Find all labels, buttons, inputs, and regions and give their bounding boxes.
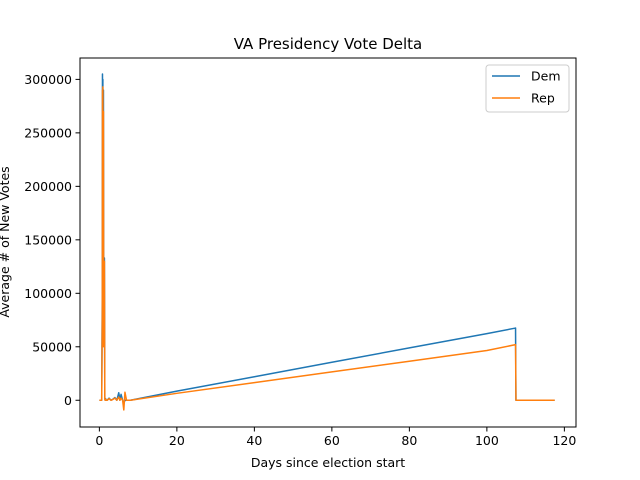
series-layer	[99, 73, 555, 411]
x-tick-label: 120	[552, 433, 576, 448]
x-axis-label: Days since election start	[251, 455, 405, 470]
y-tick-label: 200000	[24, 179, 72, 194]
y-tick-label: 150000	[24, 232, 72, 247]
y-axis: 0 50000 100000 150000 200000 250000 300000	[24, 72, 80, 408]
series-line-rep	[99, 86, 555, 411]
x-tick-label: 20	[169, 433, 185, 448]
y-tick-label: 50000	[32, 339, 72, 354]
plot-frame	[79, 57, 577, 428]
legend-label-rep: Rep	[531, 91, 555, 106]
x-tick-label: 60	[324, 433, 340, 448]
x-axis: 0 20 40 60 80 100 120	[95, 427, 576, 448]
x-tick-label: 40	[246, 433, 262, 448]
y-tick-label: 0	[64, 393, 72, 408]
x-tick-label: 100	[475, 433, 499, 448]
legend: Dem Rep	[485, 64, 570, 113]
y-tick-label: 300000	[24, 72, 72, 87]
x-tick-label: 80	[401, 433, 417, 448]
legend-label-dem: Dem	[531, 69, 561, 84]
y-tick-label: 250000	[24, 125, 72, 140]
y-axis-label: Average # of New Votes	[0, 166, 12, 317]
x-tick-label: 0	[95, 433, 103, 448]
y-tick-label: 100000	[24, 286, 72, 301]
plot-area	[79, 57, 577, 428]
chart-title: VA Presidency Vote Delta	[234, 35, 422, 53]
